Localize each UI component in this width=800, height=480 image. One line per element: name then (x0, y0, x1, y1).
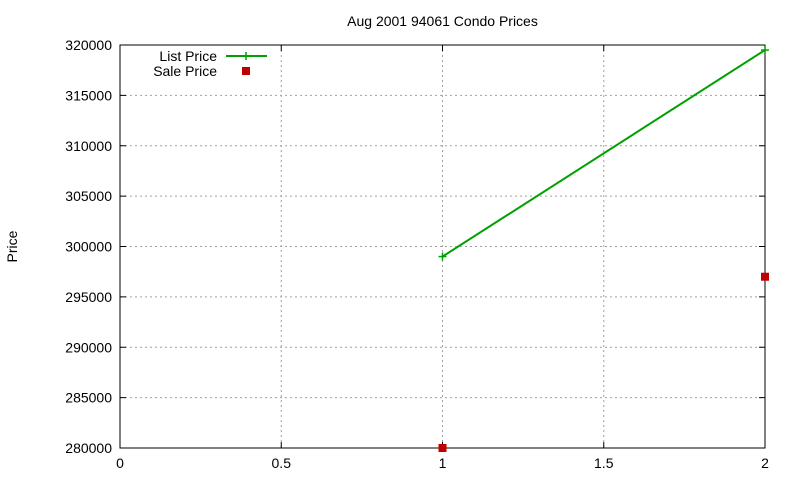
data-point-list-price (438, 252, 447, 261)
legend: List Price Sale Price (153, 48, 267, 79)
y-tick-label: 300000 (65, 239, 112, 255)
legend-marker (242, 67, 250, 75)
x-tick-label: 1 (439, 455, 447, 471)
legend-symbol-sale-price (242, 67, 250, 75)
x-tick-label: 2 (761, 455, 769, 471)
x-tick-label: 0.5 (272, 455, 292, 471)
axis-ticks: 280000 285000 290000 295000 300000 305000 3100… (65, 37, 769, 471)
series-line-list-price (441, 49, 766, 258)
chart-title: Aug 2001 94061 Condo Prices (347, 13, 538, 29)
y-axis-label: Price (4, 230, 20, 262)
y-tick-label: 280000 (65, 440, 112, 456)
data-point-list-price (761, 46, 769, 55)
y-tick-label: 310000 (65, 138, 112, 154)
x-tick-label: 1.5 (594, 455, 614, 471)
y-tick-label: 295000 (65, 289, 112, 305)
x-tick-label: 0 (116, 455, 124, 471)
data-point-sale-price (761, 272, 769, 281)
y-tick-label: 290000 (65, 339, 112, 355)
y-tick-label: 320000 (65, 37, 112, 53)
grid (120, 45, 765, 448)
legend-label-sale-price: Sale Price (153, 63, 217, 79)
y-tick-label: 305000 (65, 188, 112, 204)
legend-symbol-list-price (226, 52, 267, 60)
y-tick-label: 285000 (65, 390, 112, 406)
legend-label-list-price: List Price (159, 48, 217, 64)
series-layer (438, 46, 769, 452)
y-tick-label: 315000 (65, 87, 112, 103)
legend-marker (242, 52, 250, 60)
data-point-sale-price (438, 444, 447, 452)
